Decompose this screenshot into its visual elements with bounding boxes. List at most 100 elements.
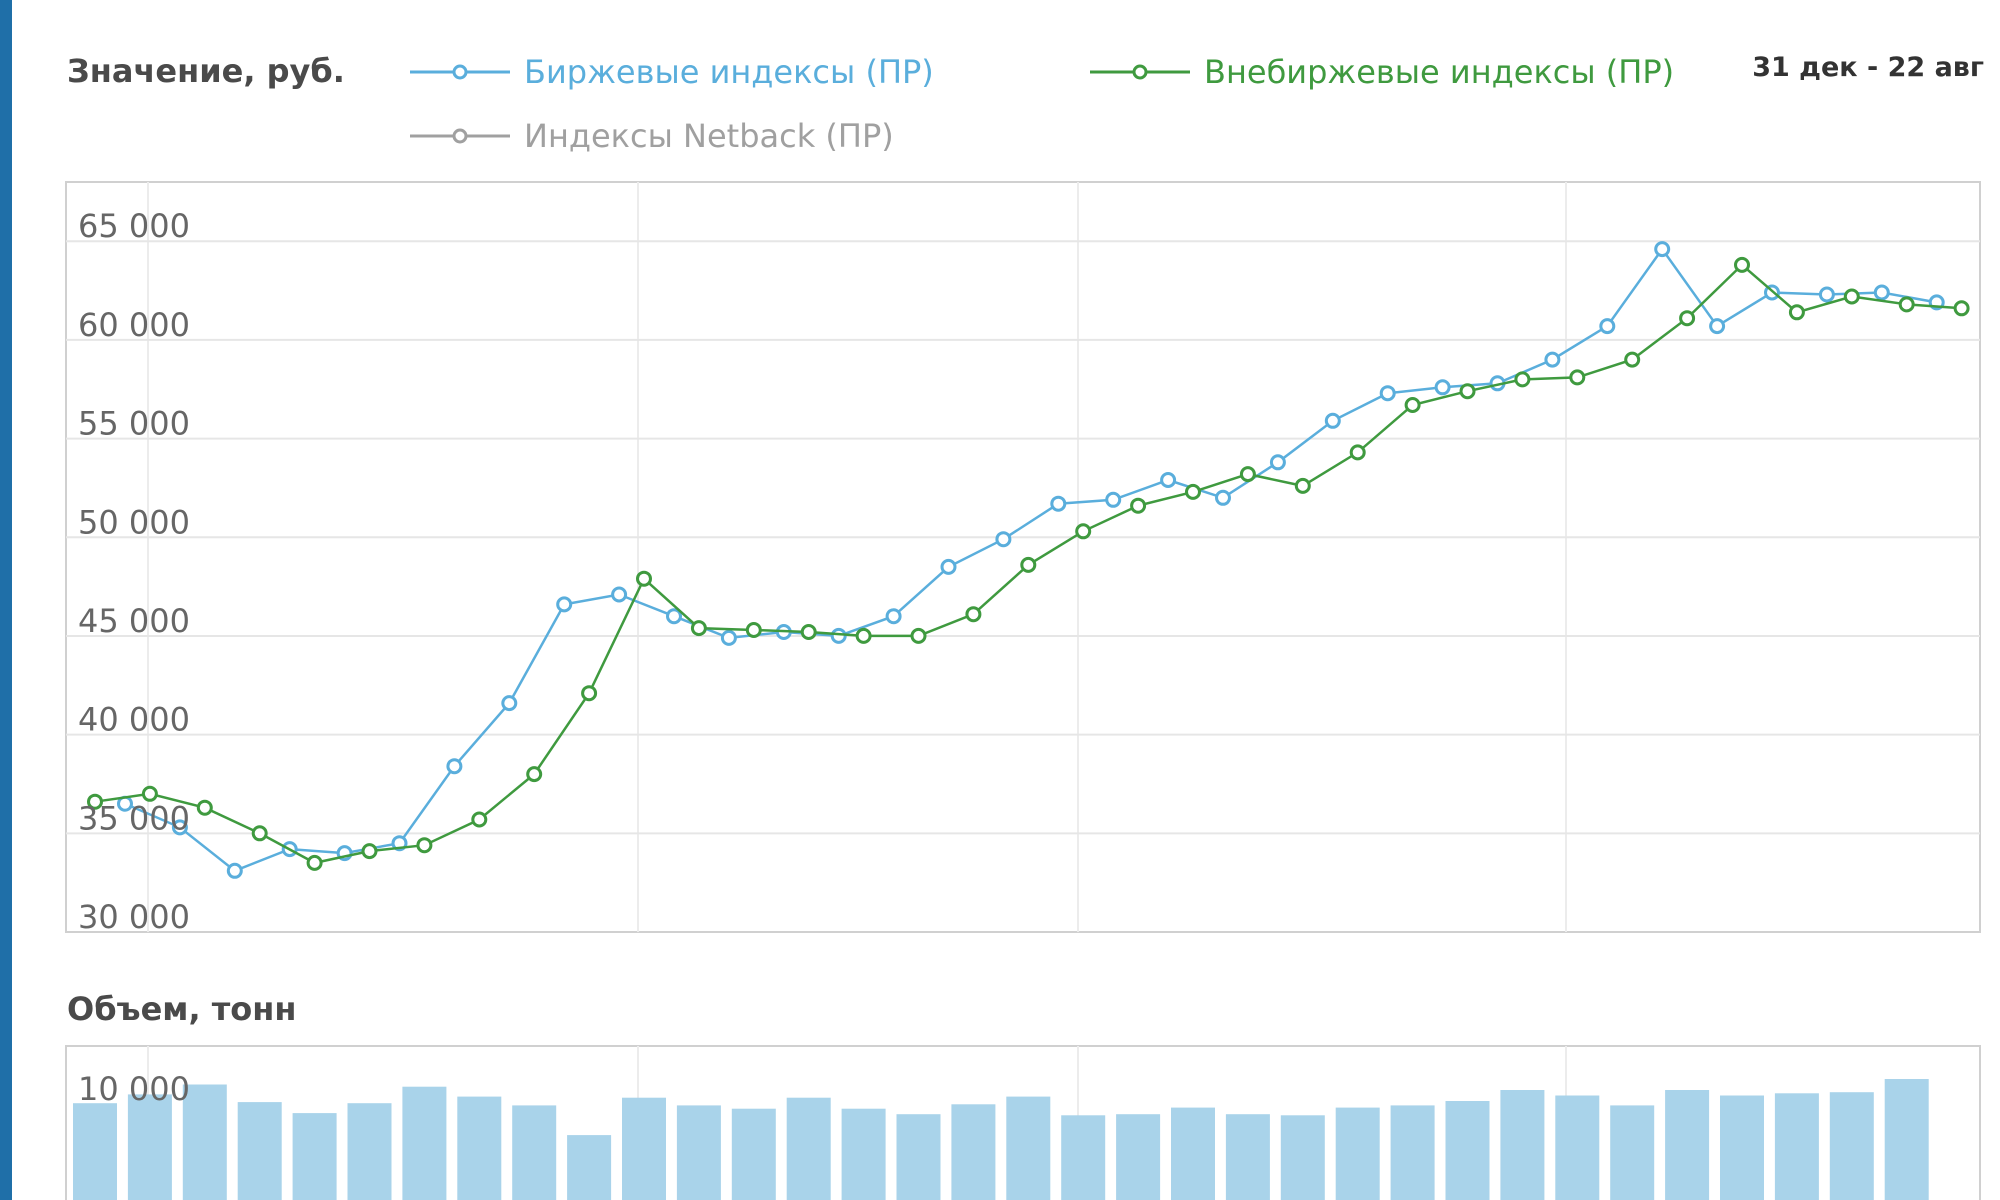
otc-indexes-point-29[interactable] (1679, 310, 1696, 327)
exchange-indexes-point-15[interactable] (940, 558, 957, 575)
volume-bar-16[interactable] (951, 1104, 996, 1200)
otc-indexes-point-20[interactable] (1185, 483, 1201, 500)
volume-bar-2[interactable] (182, 1084, 227, 1200)
volume-bar-24[interactable] (1390, 1105, 1435, 1200)
volume-bar-13[interactable] (786, 1097, 831, 1200)
volume-bar-0[interactable] (73, 1103, 117, 1200)
exchange-indexes-point-31[interactable] (1818, 286, 1835, 303)
volume-bar-5[interactable] (347, 1103, 392, 1200)
otc-indexes-point-12[interactable] (745, 622, 762, 638)
volume-bar-15[interactable] (896, 1114, 941, 1200)
exchange-indexes-point-14[interactable] (885, 608, 902, 625)
otc-indexes-point-9[interactable] (581, 685, 598, 702)
exchange-indexes-point-29[interactable] (1709, 318, 1726, 335)
exchange-indexes-point-22[interactable] (1324, 412, 1341, 429)
exchange-indexes-point-11[interactable] (720, 629, 737, 646)
volume-bar-11[interactable] (676, 1105, 721, 1200)
exchange-indexes-point-27[interactable] (1599, 318, 1616, 335)
exchange-indexes-point-10[interactable] (666, 608, 682, 625)
volume-bar-4[interactable] (292, 1113, 337, 1200)
exchange-indexes-point-2[interactable] (226, 862, 243, 879)
otc-indexes-point-14[interactable] (855, 627, 872, 644)
volume-bar-30[interactable] (1720, 1095, 1764, 1200)
otc-indexes-point-18[interactable] (1075, 523, 1092, 540)
otc-indexes-point-30[interactable] (1734, 256, 1750, 273)
exchange-indexes-point-7[interactable] (501, 695, 518, 712)
otc-indexes-point-3[interactable] (251, 825, 268, 842)
legend-item-netback-indexes[interactable]: Индексы Netback (ПР) (410, 114, 894, 158)
otc-indexes-point-25[interactable] (1459, 383, 1476, 400)
otc-indexes-point-16[interactable] (965, 606, 982, 623)
exchange-indexes-point-9[interactable] (611, 586, 628, 603)
otc-indexes-point-33[interactable] (1898, 296, 1915, 313)
volume-bar-32[interactable] (1829, 1092, 1874, 1200)
volume-bar-21[interactable] (1225, 1114, 1270, 1200)
volume-bar-20[interactable] (1171, 1107, 1215, 1200)
left-accent-bar (0, 0, 12, 1200)
exchange-indexes-point-8[interactable] (556, 596, 573, 613)
volume-bar-8[interactable] (512, 1105, 557, 1200)
otc-indexes-point-32[interactable] (1843, 288, 1860, 305)
volume-bar-27[interactable] (1555, 1095, 1600, 1200)
exchange-indexes-point-21[interactable] (1269, 454, 1286, 471)
exchange-indexes-point-16[interactable] (995, 531, 1012, 548)
exchange-indexes-point-32[interactable] (1873, 284, 1890, 301)
otc-indexes-point-7[interactable] (471, 811, 488, 828)
otc-indexes-point-6[interactable] (416, 837, 433, 854)
exchange-indexes-point-23[interactable] (1379, 385, 1396, 402)
exchange-indexes-point-6[interactable] (446, 758, 463, 775)
otc-indexes-point-10[interactable] (636, 570, 652, 587)
volume-bar-10[interactable] (622, 1097, 666, 1200)
otc-indexes-point-13[interactable] (800, 624, 817, 640)
volume-bar-1[interactable] (127, 1094, 172, 1200)
volume-bar-25[interactable] (1445, 1101, 1490, 1200)
exchange-indexes-point-19[interactable] (1160, 472, 1177, 488)
volume-bar-23[interactable] (1335, 1107, 1380, 1200)
otc-indexes-point-2[interactable] (196, 799, 213, 816)
otc-indexes-point-28[interactable] (1624, 351, 1641, 368)
volume-bar-26[interactable] (1500, 1090, 1545, 1200)
volume-bar-7[interactable] (457, 1096, 502, 1200)
exchange-indexes-point-20[interactable] (1215, 489, 1231, 506)
otc-indexes-point-23[interactable] (1349, 444, 1366, 461)
volume-bar-19[interactable] (1116, 1114, 1161, 1200)
exchange-indexes-point-24[interactable] (1434, 379, 1451, 396)
volume-bar-6[interactable] (402, 1086, 447, 1200)
volume-bar-17[interactable] (1006, 1096, 1051, 1200)
volume-bar-29[interactable] (1665, 1090, 1710, 1200)
otc-indexes-point-1[interactable] (141, 785, 158, 802)
volume-bar-14[interactable] (841, 1108, 886, 1200)
exchange-indexes-point-18[interactable] (1105, 491, 1122, 508)
otc-indexes-point-5[interactable] (361, 843, 378, 860)
otc-indexes-point-26[interactable] (1514, 371, 1531, 388)
series-otc-indexes (87, 256, 1970, 871)
otc-indexes-point-27[interactable] (1569, 369, 1586, 386)
otc-indexes-point-31[interactable] (1788, 304, 1805, 321)
otc-indexes-point-21[interactable] (1239, 466, 1256, 483)
volume-bar-18[interactable] (1061, 1115, 1106, 1200)
otc-indexes-point-8[interactable] (526, 766, 543, 783)
volume-bar-31[interactable] (1774, 1093, 1819, 1200)
volume-bar-28[interactable] (1610, 1105, 1655, 1200)
exchange-indexes-point-28[interactable] (1654, 241, 1671, 258)
otc-indexes-point-17[interactable] (1020, 556, 1037, 573)
volume-bar-33[interactable] (1884, 1079, 1929, 1200)
otc-indexes-point-15[interactable] (910, 627, 927, 644)
exchange-indexes-point-13[interactable] (830, 627, 847, 644)
exchange-indexes-point-17[interactable] (1050, 495, 1067, 512)
volume-bar-12[interactable] (731, 1108, 776, 1200)
exchange-indexes-point-26[interactable] (1544, 351, 1561, 368)
otc-indexes-point-24[interactable] (1404, 397, 1421, 413)
otc-indexes-point-4[interactable] (306, 854, 323, 871)
otc-indexes-point-0[interactable] (87, 793, 103, 810)
otc-indexes-point-11[interactable] (690, 620, 707, 637)
volume-bar-9[interactable] (567, 1135, 612, 1200)
otc-indexes-point-34[interactable] (1953, 300, 1970, 317)
volume-bar-3[interactable] (237, 1102, 282, 1200)
legend-item-exchange-indexes[interactable]: Биржевые индексы (ПР) (410, 50, 934, 94)
otc-indexes-point-22[interactable] (1294, 477, 1311, 494)
legend-item-otc-indexes[interactable]: Внебиржевые индексы (ПР) (1090, 50, 1674, 94)
otc-indexes-point-19[interactable] (1130, 497, 1147, 514)
exchange-indexes-point-1[interactable] (171, 819, 188, 836)
volume-bar-22[interactable] (1280, 1115, 1325, 1200)
